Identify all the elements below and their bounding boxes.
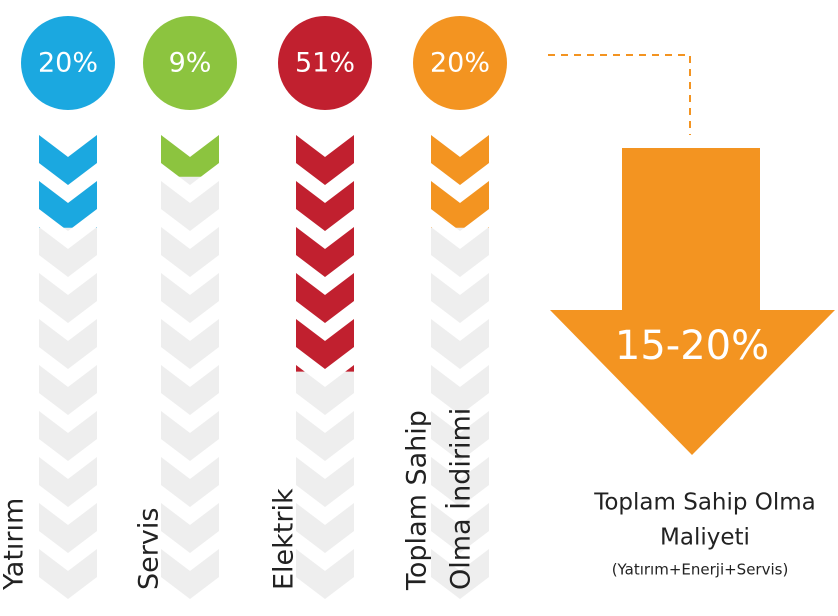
chevron-fill xyxy=(296,135,354,372)
value-label: 20% xyxy=(430,48,490,79)
chevron-bg xyxy=(296,411,354,461)
chevron-bg xyxy=(431,227,489,277)
value-label: 51% xyxy=(295,48,355,79)
value-circle xyxy=(21,16,115,110)
chevron-bg xyxy=(161,457,219,507)
total-subtitle: (Yatırım+Enerji+Servis) xyxy=(612,561,789,579)
column-label: Elektrik xyxy=(269,488,300,590)
chevron-bg xyxy=(161,503,219,553)
value-circle xyxy=(143,16,237,110)
column-label: Yatırım xyxy=(0,498,30,591)
value-label: 20% xyxy=(38,48,98,79)
column-label: Toplam Sahip xyxy=(402,410,433,591)
chevron-bg xyxy=(161,411,219,461)
chevron-bg xyxy=(161,549,219,599)
value-circle xyxy=(278,16,372,110)
chevron-bg xyxy=(161,181,219,231)
chevron-bg xyxy=(296,365,354,415)
chevron-bg xyxy=(296,457,354,507)
value-label: 9% xyxy=(169,48,212,79)
chevron-bg xyxy=(431,273,489,323)
chevron-bg xyxy=(431,365,489,415)
total-arrow xyxy=(550,148,835,455)
chevron-bg xyxy=(431,549,489,599)
chevron-bg xyxy=(296,503,354,553)
chevron-bg xyxy=(39,549,97,599)
chevron-bg xyxy=(161,227,219,277)
chevron-bg xyxy=(161,365,219,415)
chevron-bg xyxy=(39,227,97,277)
chevron-bg xyxy=(431,319,489,369)
total-label: 15-20% xyxy=(615,323,769,369)
chevron-bg xyxy=(161,319,219,369)
value-circle xyxy=(413,16,507,110)
chevron-bg xyxy=(39,411,97,461)
chevron-fill xyxy=(39,135,97,228)
chevron-bg xyxy=(39,273,97,323)
total-title: Maliyeti xyxy=(660,525,750,551)
chevron-bg xyxy=(431,457,489,507)
column-label: Olma İndirimi xyxy=(445,408,477,590)
chevron-fill xyxy=(431,135,489,228)
chevron-bg xyxy=(39,365,97,415)
connector xyxy=(548,54,691,135)
chevron-fill xyxy=(161,135,219,177)
chevron-bg xyxy=(431,503,489,553)
chevron-bg xyxy=(39,319,97,369)
total-title: Toplam Sahip Olma xyxy=(593,490,816,516)
column-label: Servis xyxy=(134,508,165,590)
chevron-bg xyxy=(39,503,97,553)
chevron-bg xyxy=(39,457,97,507)
chevron-bg xyxy=(431,411,489,461)
chevron-bg xyxy=(296,549,354,599)
chevron-bg xyxy=(161,273,219,323)
